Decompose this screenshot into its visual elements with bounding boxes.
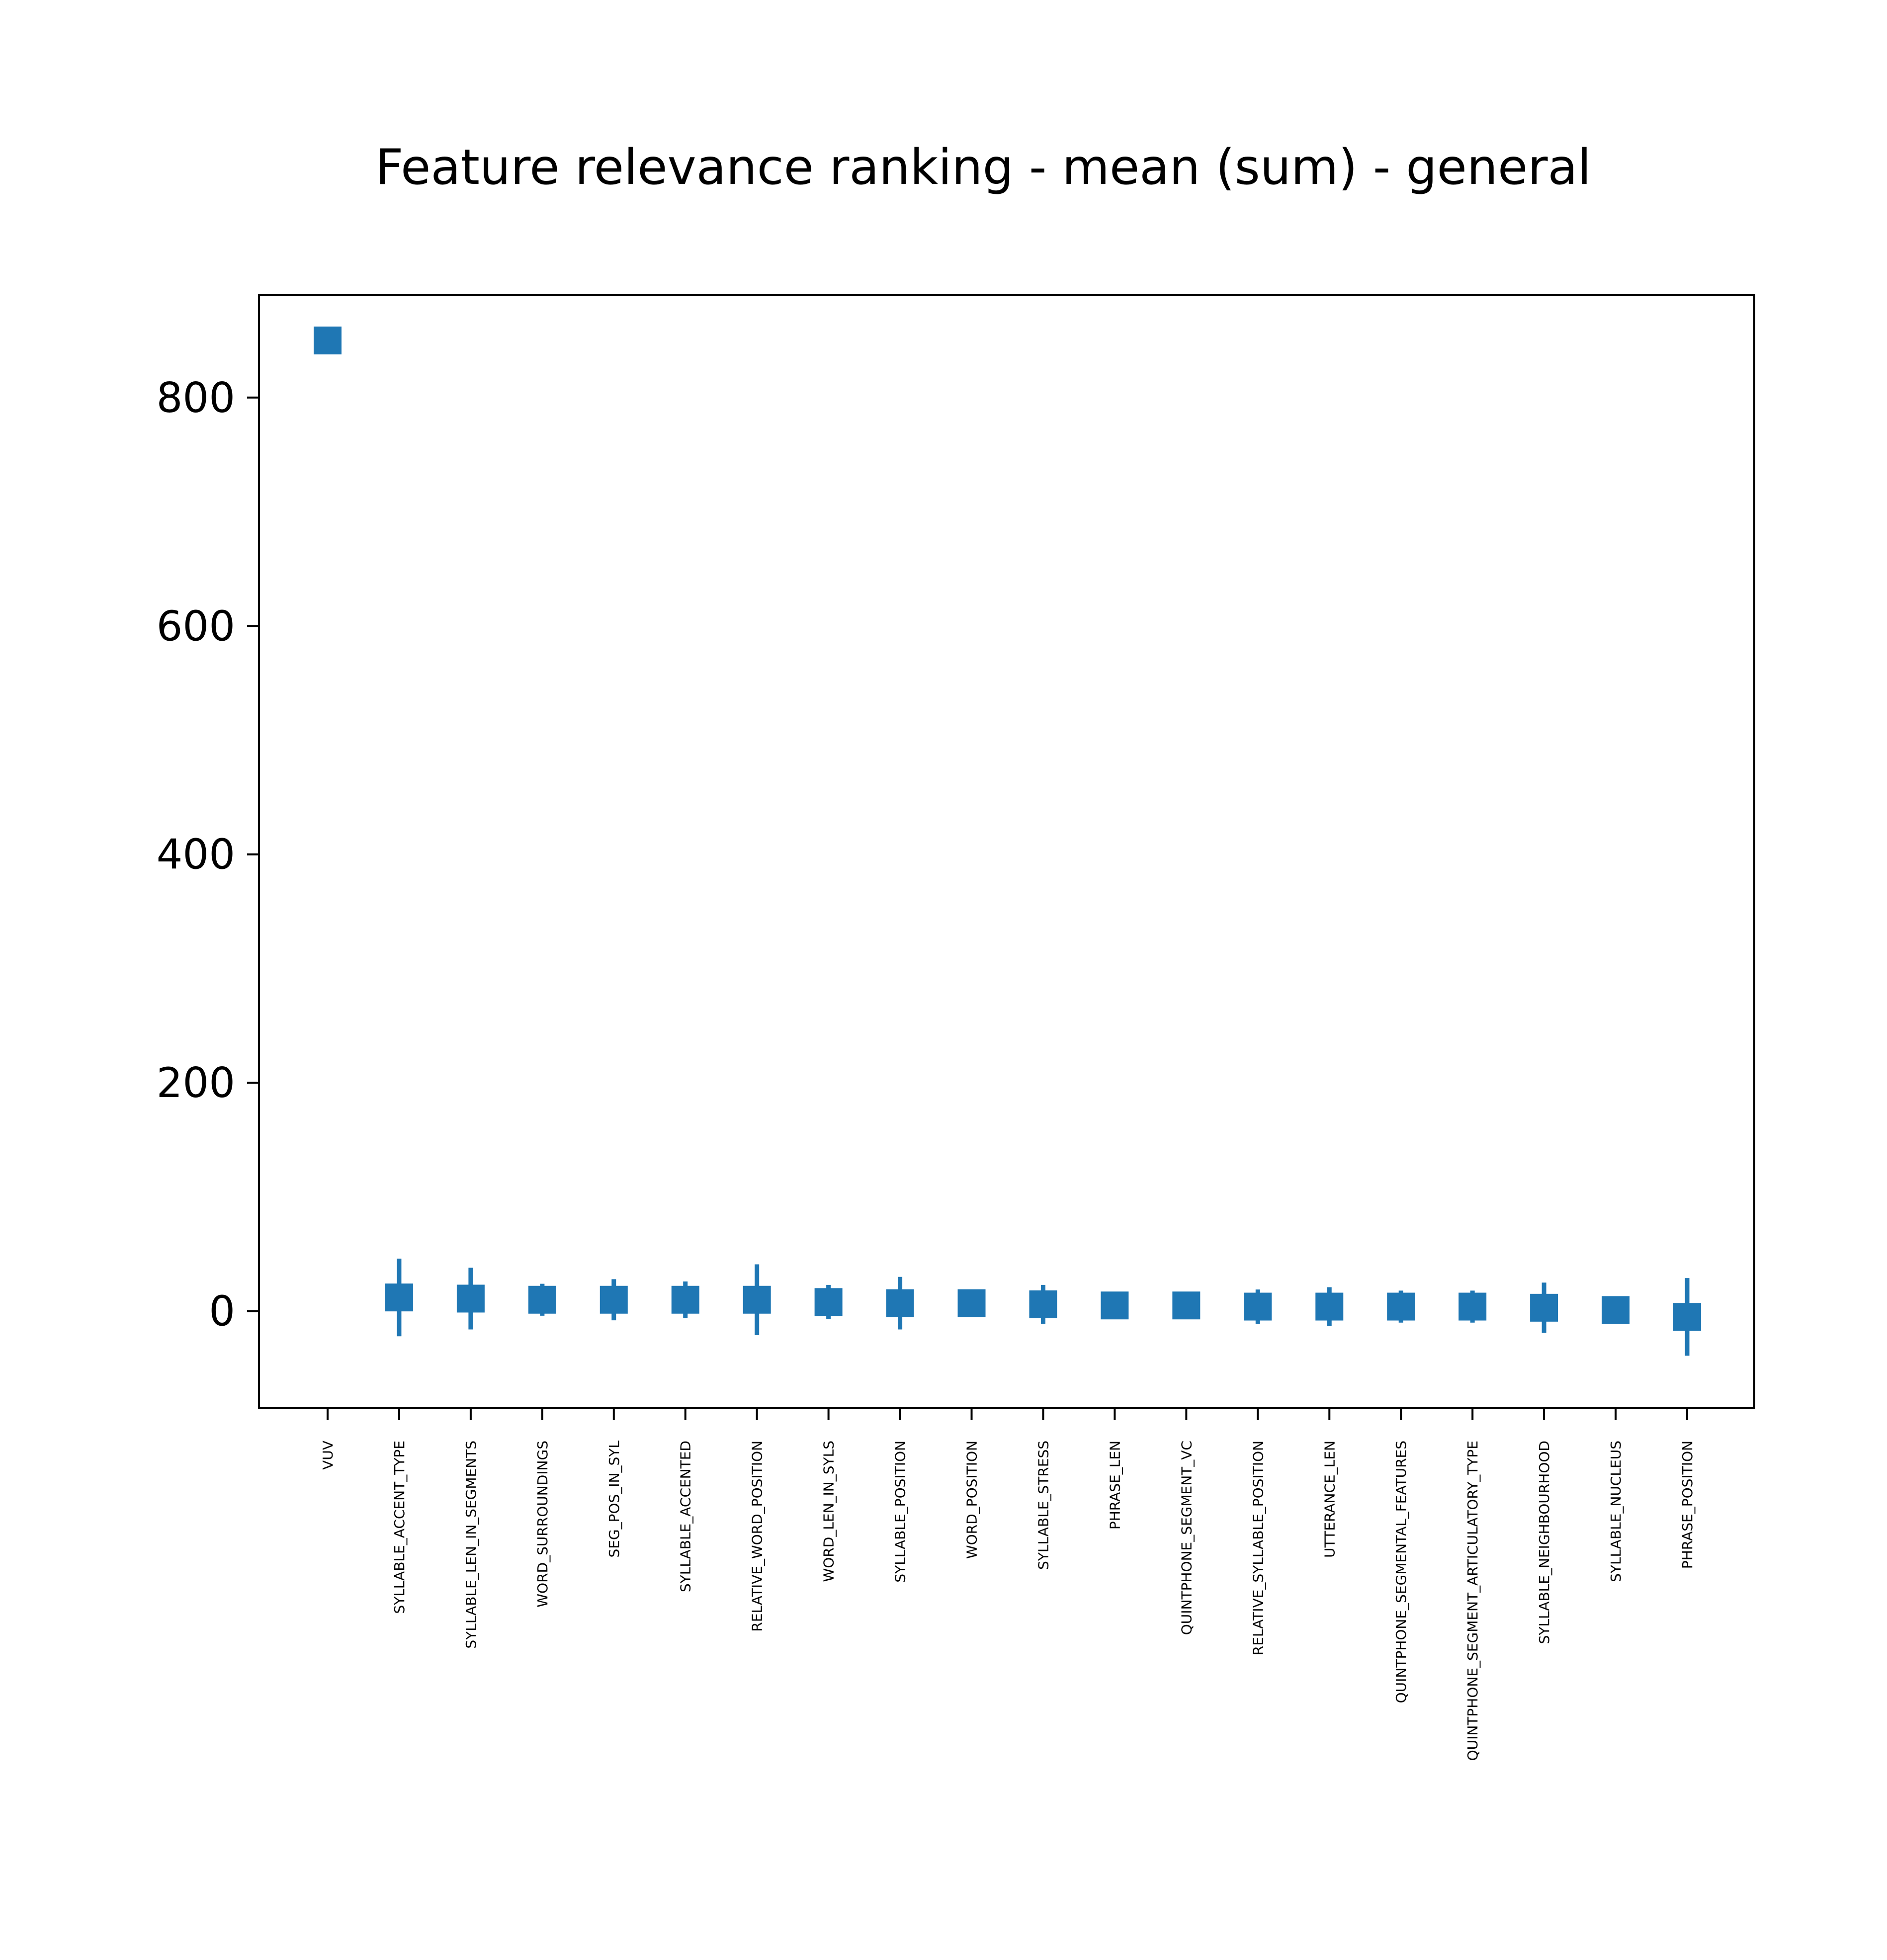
- x-tick-label: QUINTPHONE_SEGMENTAL_FEATURES: [1393, 1441, 1409, 1703]
- data-point: [886, 1289, 914, 1317]
- chart-title: Feature relevance ranking - mean (sum) -…: [375, 139, 1591, 196]
- data-point: [600, 1285, 628, 1314]
- x-tick-label: SYLLABLE_LEN_IN_SEGMENTS: [463, 1441, 479, 1649]
- x-tick-label: QUINTPHONE_SEGMENT_VC: [1178, 1441, 1195, 1635]
- data-point: [314, 326, 342, 354]
- data-point: [1530, 1293, 1558, 1322]
- y-tick-label: 400: [157, 831, 235, 879]
- x-axis: VUV SYLLABLE_ACCENT_TYPE SYLLABLE_LEN_IN_S…: [320, 1408, 1696, 1761]
- data-point: [1244, 1292, 1272, 1321]
- x-tick-label: SEG_POS_IN_SYL: [606, 1441, 622, 1558]
- axes-frame: [258, 294, 1755, 1409]
- data-point: [1673, 1303, 1701, 1331]
- data-point: [671, 1285, 699, 1314]
- y-tick-label: 200: [157, 1059, 235, 1107]
- data-point: [528, 1285, 556, 1314]
- data-marks: [314, 326, 1701, 1356]
- x-tick-label: SYLLABLE_NUCLEUS: [1608, 1441, 1624, 1582]
- x-tick-label: WORD_LEN_IN_SYLS: [821, 1441, 837, 1582]
- x-tick-label: UTTERANCE_LEN: [1321, 1441, 1338, 1558]
- data-point: [1602, 1296, 1630, 1324]
- data-point: [385, 1283, 413, 1312]
- x-tick-label: WORD_SURROUNDINGS: [534, 1441, 551, 1608]
- y-tick-label: 800: [157, 374, 235, 422]
- x-tick-label: RELATIVE_WORD_POSITION: [749, 1441, 766, 1632]
- x-tick-label: SYLLABLE_POSITION: [892, 1441, 909, 1583]
- data-point: [1172, 1291, 1201, 1320]
- data-point: [1387, 1292, 1415, 1321]
- x-tick-label: WORD_POSITION: [964, 1441, 980, 1559]
- data-point: [1458, 1292, 1487, 1321]
- x-tick-label: SYLLABLE_ACCENTED: [678, 1441, 694, 1592]
- x-tick-label: PHRASE_POSITION: [1679, 1441, 1696, 1569]
- data-point: [456, 1284, 485, 1313]
- data-point: [814, 1288, 843, 1316]
- x-tick-label: QUINTPHONE_SEGMENT_ARTICULATORY_TYPE: [1464, 1441, 1481, 1761]
- x-tick-label: VUV: [320, 1441, 336, 1470]
- data-point: [1315, 1292, 1344, 1321]
- data-point: [1101, 1291, 1129, 1320]
- x-tick-label: SYLLABLE_ACCENT_TYPE: [391, 1441, 408, 1614]
- x-tick-label: PHRASE_LEN: [1107, 1441, 1123, 1530]
- x-tick-label: RELATIVE_SYLLABLE_POSITION: [1250, 1441, 1266, 1655]
- y-tick-label: 600: [157, 602, 235, 650]
- x-tick-label: SYLLABLE_NEIGHBOURHOOD: [1536, 1441, 1552, 1644]
- data-point: [743, 1285, 771, 1314]
- y-tick-label: 0: [209, 1287, 235, 1336]
- data-point: [1029, 1290, 1057, 1318]
- data-point: [957, 1289, 986, 1317]
- y-axis: 0 200 400 600 800: [157, 374, 259, 1336]
- x-tick-label: SYLLABLE_STRESS: [1035, 1441, 1051, 1570]
